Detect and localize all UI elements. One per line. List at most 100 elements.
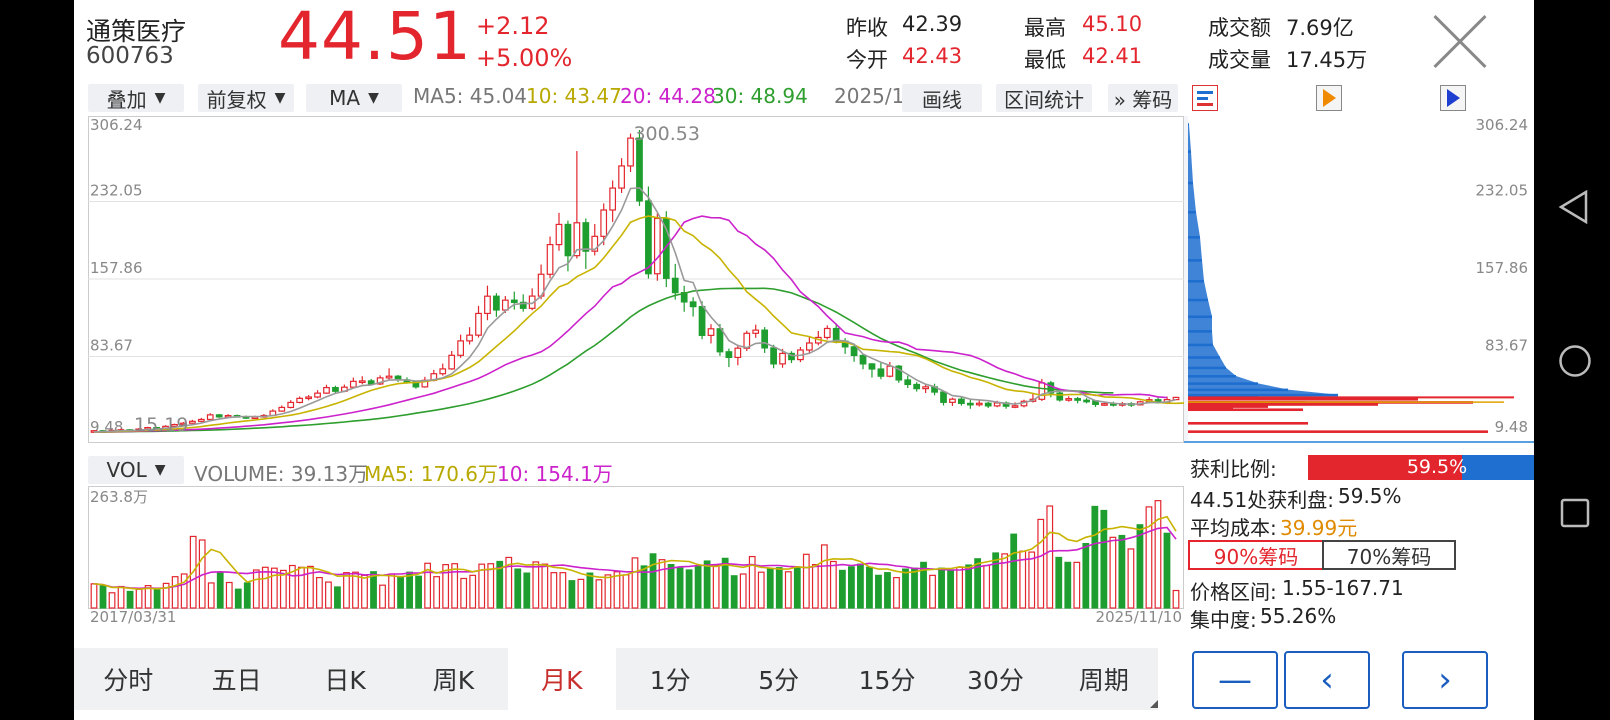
volume-bar <box>911 567 918 609</box>
stock-name: 通策医疗 <box>86 17 187 46</box>
volume-bar <box>1100 509 1108 609</box>
candle <box>770 344 777 369</box>
volume-bar <box>261 566 269 609</box>
volume-bar <box>811 564 819 609</box>
profit-ratio-label: 获利比例: <box>1190 457 1277 481</box>
tab-3[interactable]: 周K <box>399 648 508 710</box>
candle <box>698 301 706 340</box>
tab-8[interactable]: 30分 <box>941 648 1050 710</box>
chip-bar <box>1188 430 1488 433</box>
candle <box>197 417 205 423</box>
prev-close-value: 42.39 <box>902 12 963 36</box>
tab-2[interactable]: 日K <box>290 648 400 710</box>
volume-bar <box>838 569 846 609</box>
chip-distribution-icon[interactable] <box>1192 85 1218 111</box>
tab-0[interactable]: 分时 <box>74 648 183 710</box>
volume-bar <box>974 558 982 609</box>
draw-button[interactable]: 画线 <box>902 84 982 112</box>
volume-bar <box>370 571 377 609</box>
tab-4[interactable]: 月K <box>507 648 617 710</box>
volume-bar <box>802 553 810 609</box>
tab-1[interactable]: 五日 <box>182 648 291 710</box>
y-tick-label: 157.86 <box>90 259 143 277</box>
tab-5[interactable]: 1分 <box>616 648 725 710</box>
volume-chart[interactable]: 263.8万 2017/03/31 2025/11/10 <box>88 486 1184 626</box>
end-date-label: 2025/11/10 <box>1096 608 1182 626</box>
close-icon[interactable] <box>1430 12 1490 72</box>
scroll-left-button[interactable]: ‹ <box>1284 651 1370 709</box>
start-date-label: 2017/03/31 <box>90 608 176 626</box>
indicator-label: MA <box>329 86 361 110</box>
volume-bar <box>730 575 738 609</box>
volume-bar <box>703 560 711 609</box>
volume-bar <box>920 561 927 609</box>
back-triangle-icon[interactable] <box>1558 190 1588 224</box>
volume-bar <box>487 563 495 609</box>
home-circle-icon[interactable] <box>1558 344 1592 378</box>
candle <box>975 400 983 407</box>
indicator-dropdown[interactable]: MA ▼ <box>306 84 402 112</box>
ma30-line <box>93 287 1114 433</box>
candle <box>1172 396 1180 401</box>
volume-bar <box>1091 505 1099 609</box>
vol-indicator-dropdown[interactable]: VOL ▼ <box>88 456 184 484</box>
candle <box>349 377 357 389</box>
chip-loss-area <box>1188 124 1338 398</box>
interval-stats-label: 区间统计 <box>1004 87 1084 112</box>
chips-70-button[interactable]: 70%筹码 <box>1322 540 1456 570</box>
volume-bar <box>1145 506 1153 609</box>
tab-9[interactable]: 周期 <box>1049 648 1159 710</box>
volume-bar <box>270 567 278 609</box>
volume-bar <box>929 574 936 609</box>
play-chip-icon[interactable] <box>1440 85 1466 111</box>
candle <box>805 336 813 354</box>
profit-ratio-bar: 59.5% <box>1308 455 1534 480</box>
candle <box>716 323 724 356</box>
tab-6[interactable]: 5分 <box>724 648 833 710</box>
volume-bar <box>848 566 855 609</box>
volume-bar <box>234 588 242 609</box>
volume-bar <box>180 573 188 609</box>
candle <box>314 390 321 399</box>
stock-code: 600763 <box>86 43 174 69</box>
ma10-line <box>93 215 1184 433</box>
zoom-out-button[interactable]: — <box>1192 651 1278 709</box>
caret-down-icon: ▼ <box>154 90 166 106</box>
volume-bar <box>757 571 765 609</box>
candle <box>1056 391 1064 402</box>
candle <box>466 327 473 345</box>
candle <box>493 293 500 317</box>
volume-bar <box>1028 551 1036 609</box>
recents-square-icon[interactable] <box>1560 498 1590 528</box>
volume-label: 成交量 <box>1208 48 1271 72</box>
chip-bar <box>1188 422 1308 425</box>
interval-stats-button[interactable]: 区间统计 <box>996 84 1092 112</box>
volume-legend: VOLUME: 39.13万 <box>194 462 369 486</box>
volume-bar <box>117 585 125 609</box>
low-value: 42.41 <box>1082 44 1143 68</box>
volume-bar <box>514 568 522 609</box>
adjust-dropdown[interactable]: 前复权 ▼ <box>198 84 294 112</box>
volume-bar <box>721 557 729 609</box>
chips-button[interactable]: » 筹码 <box>1108 84 1178 112</box>
kline-chart[interactable]: 306.24 232.05 157.86 83.67 9.48 300.53 15.19 <box>88 116 1184 456</box>
volume-bar <box>667 564 675 609</box>
tab-7[interactable]: 15分 <box>832 648 942 710</box>
candle <box>966 399 974 409</box>
candle <box>296 396 304 404</box>
volume-bar <box>676 567 684 609</box>
candle <box>609 180 617 222</box>
volume-bar <box>325 581 332 609</box>
scroll-right-button[interactable]: › <box>1402 651 1488 709</box>
chips-90-button[interactable]: 90%筹码 <box>1188 540 1324 570</box>
chip-y-tick-label: 9.48 <box>1495 418 1528 436</box>
overlay-dropdown[interactable]: 叠加 ▼ <box>88 84 184 112</box>
volume-bar <box>451 563 459 609</box>
vol-indicator-label: VOL <box>106 458 147 482</box>
candle <box>984 401 992 408</box>
candle <box>206 413 214 421</box>
fire-chip-icon[interactable] <box>1316 85 1342 111</box>
volume-bar <box>775 567 783 609</box>
volume-bar <box>829 560 837 609</box>
candle <box>823 325 831 340</box>
